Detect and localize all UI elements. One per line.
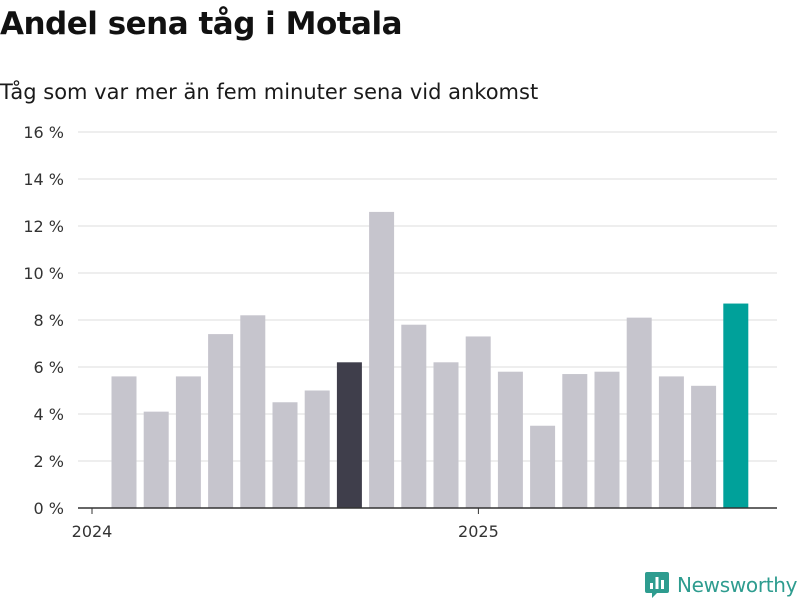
bar bbox=[240, 315, 266, 508]
y-tick-label: 14 % bbox=[23, 170, 64, 189]
grid-lines bbox=[78, 131, 777, 462]
bar bbox=[658, 376, 684, 508]
bar bbox=[336, 362, 362, 508]
y-tick-label: 8 % bbox=[34, 311, 64, 330]
bar bbox=[369, 211, 395, 508]
bar bbox=[723, 303, 749, 508]
y-tick-label: 16 % bbox=[23, 123, 64, 142]
bar bbox=[272, 402, 298, 508]
bar bbox=[175, 376, 201, 508]
chart-title: Andel sena tåg i Motala bbox=[0, 6, 403, 42]
y-tick-label: 4 % bbox=[34, 405, 64, 424]
bars bbox=[111, 211, 749, 508]
y-tick-label: 10 % bbox=[23, 264, 64, 283]
y-axis-ticks: 0 % 2 % 4 % 6 % 8 % 10 % 12 % 14 % 16 % bbox=[23, 123, 64, 518]
bar bbox=[433, 362, 459, 508]
bar bbox=[111, 376, 137, 508]
x-tick-label: 2025 bbox=[458, 522, 499, 541]
x-tick-label: 2024 bbox=[72, 522, 113, 541]
y-tick-label: 12 % bbox=[23, 217, 64, 236]
bar bbox=[208, 334, 234, 508]
bar bbox=[562, 374, 588, 508]
y-tick-label: 6 % bbox=[34, 358, 64, 377]
newsworthy-logo-icon bbox=[645, 572, 669, 598]
bar bbox=[465, 336, 491, 508]
bar bbox=[497, 371, 523, 508]
bar bbox=[594, 371, 620, 508]
bar bbox=[401, 324, 427, 508]
bar bbox=[304, 390, 330, 508]
y-tick-label: 2 % bbox=[34, 452, 64, 471]
x-axis: 2024 2025 bbox=[72, 507, 777, 541]
newsworthy-brand: Newsworthy bbox=[644, 570, 798, 600]
bar bbox=[691, 385, 717, 508]
bar bbox=[143, 411, 169, 508]
newsworthy-brand-name: Newsworthy bbox=[677, 573, 798, 597]
bar bbox=[530, 425, 556, 508]
chart-subtitle: Tåg som var mer än fem minuter sena vid … bbox=[0, 80, 539, 104]
bar bbox=[626, 317, 652, 508]
y-tick-label: 0 % bbox=[34, 499, 64, 518]
